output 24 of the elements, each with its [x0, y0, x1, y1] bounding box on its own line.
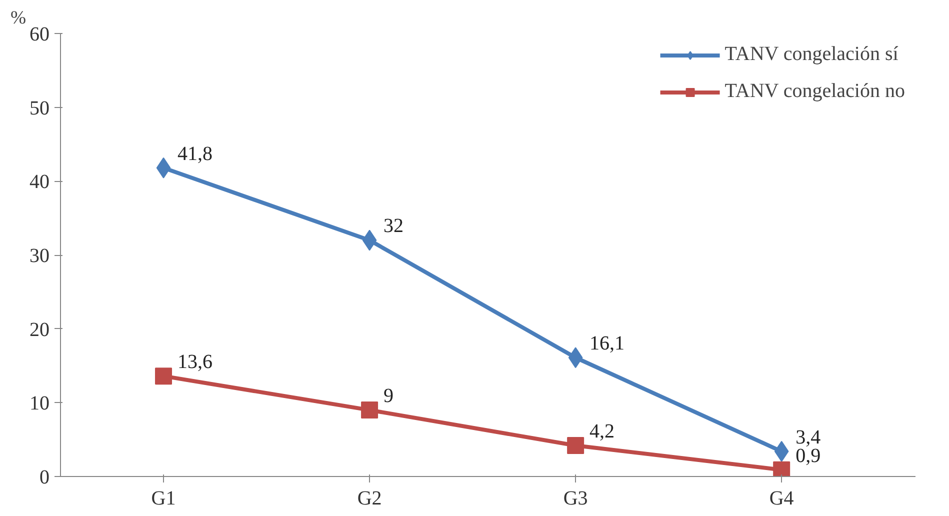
point: [361, 402, 378, 419]
y-tick-label: 40: [30, 171, 50, 194]
data-label: 16,1: [590, 332, 625, 355]
y-tick-label: 30: [30, 245, 50, 267]
y-tick-label: 0: [40, 466, 50, 488]
point: [155, 368, 172, 385]
data-label: 4,2: [590, 420, 615, 442]
y-axis-title: %: [10, 8, 26, 28]
legend-label: TANV congelación sí: [724, 43, 898, 66]
y-tick-label: 50: [30, 97, 50, 120]
data-label: 41,8: [178, 142, 213, 165]
x-tick-label: G4: [769, 488, 794, 510]
data-label: 13,6: [178, 351, 213, 374]
x-tick-label: G2: [357, 488, 382, 510]
data-label: 32: [384, 215, 404, 238]
y-tick-label: 10: [30, 392, 50, 415]
x-tick-label: G3: [563, 488, 588, 510]
data-label: 9: [384, 385, 394, 408]
y-tick-label: 60: [30, 24, 50, 46]
y-tick-label: 20: [30, 318, 50, 341]
x-tick-label: G1: [151, 488, 176, 510]
point: [773, 461, 790, 476]
legend-label: TANV congelación no: [724, 80, 905, 103]
point: [567, 436, 584, 454]
